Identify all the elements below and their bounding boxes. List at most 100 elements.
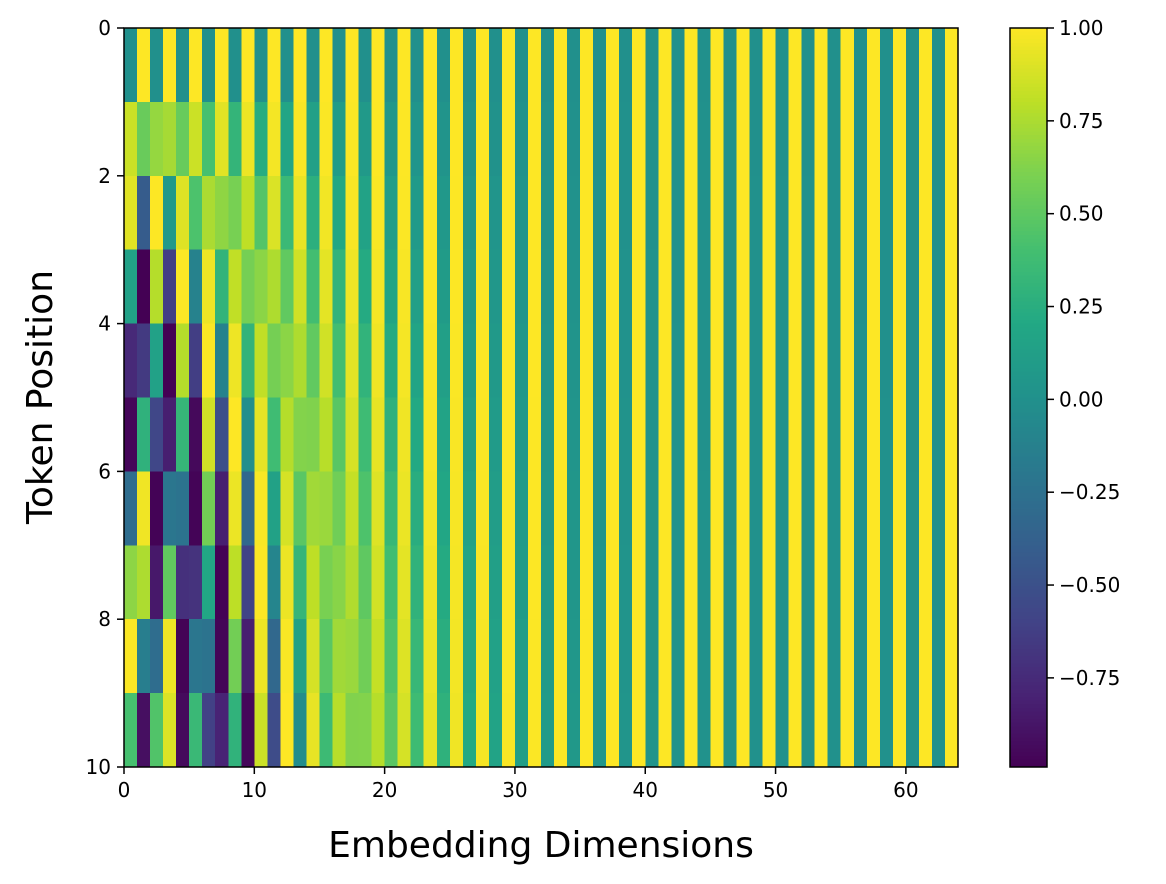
heatmap-cell bbox=[488, 101, 503, 177]
heatmap-cell bbox=[762, 101, 777, 177]
heatmap-cell bbox=[202, 693, 216, 768]
heatmap-cell bbox=[788, 471, 803, 546]
heatmap-cell bbox=[814, 101, 829, 177]
heatmap-cell bbox=[827, 693, 842, 768]
colorbar-segment bbox=[1010, 670, 1047, 676]
colorbar-segment bbox=[1010, 90, 1047, 96]
heatmap-cell bbox=[254, 323, 268, 399]
heatmap-cell bbox=[723, 693, 738, 768]
colorbar-segment bbox=[1010, 637, 1047, 642]
heatmap-cell bbox=[658, 249, 672, 325]
heatmap-cell bbox=[801, 693, 816, 768]
heatmap-cell bbox=[514, 619, 529, 694]
heatmap-cell bbox=[827, 175, 842, 251]
heatmap-cell bbox=[384, 28, 399, 103]
heatmap-cell bbox=[436, 619, 451, 694]
heatmap-cell bbox=[124, 249, 138, 325]
heatmap-cell bbox=[124, 693, 138, 768]
colorbar-tick-label: 0.50 bbox=[1059, 202, 1104, 226]
heatmap-cell bbox=[671, 323, 685, 399]
heatmap-cell bbox=[241, 175, 255, 251]
heatmap-cell bbox=[736, 323, 751, 399]
heatmap-cell bbox=[619, 545, 633, 620]
colorbar-segment bbox=[1010, 704, 1047, 709]
x-axis-label: Embedding Dimensions bbox=[328, 825, 754, 866]
heatmap-cell bbox=[267, 101, 281, 177]
heatmap-cell bbox=[554, 397, 568, 472]
heatmap-cell bbox=[462, 101, 477, 177]
heatmap-cell bbox=[645, 175, 659, 251]
heatmap-cell bbox=[801, 397, 816, 472]
heatmap-cell bbox=[384, 619, 399, 694]
heatmap-cell bbox=[606, 545, 620, 620]
colorbar-segment bbox=[1010, 667, 1047, 672]
colorbar-segment bbox=[1010, 124, 1047, 129]
heatmap-cell bbox=[827, 545, 842, 620]
colorbar-segment bbox=[1010, 161, 1047, 166]
heatmap-cell bbox=[436, 28, 451, 103]
colorbar-segment bbox=[1010, 149, 1047, 155]
heatmap-cell bbox=[879, 175, 894, 251]
colorbar-segment bbox=[1010, 168, 1047, 173]
heatmap-cell bbox=[697, 28, 712, 103]
colorbar-segment bbox=[1010, 61, 1047, 66]
heatmap-cell bbox=[788, 693, 803, 768]
heatmap-cell bbox=[436, 101, 451, 177]
heatmap-cell bbox=[723, 397, 738, 472]
colorbar-segment bbox=[1010, 633, 1047, 639]
colorbar-segment bbox=[1010, 445, 1047, 450]
heatmap-cell bbox=[541, 175, 555, 251]
colorbar-segment bbox=[1010, 604, 1047, 609]
heatmap-cell bbox=[892, 101, 907, 177]
heatmap-cell bbox=[410, 249, 425, 325]
heatmap-cell bbox=[567, 28, 581, 103]
colorbar-segment bbox=[1010, 589, 1047, 594]
heatmap-cell bbox=[658, 101, 672, 177]
heatmap-cell bbox=[293, 545, 308, 620]
heatmap-cell bbox=[176, 249, 190, 325]
heatmap-cell bbox=[658, 397, 672, 472]
colorbar-segment bbox=[1010, 567, 1047, 572]
colorbar-segment bbox=[1010, 319, 1047, 325]
heatmap-cell bbox=[814, 249, 829, 325]
heatmap-cell bbox=[306, 28, 321, 103]
colorbar-frame bbox=[1009, 27, 1048, 768]
heatmap-cell bbox=[905, 249, 920, 325]
heatmap-cell bbox=[527, 175, 542, 251]
colorbar-segment bbox=[1010, 39, 1047, 44]
heatmap-cell bbox=[671, 545, 685, 620]
heatmap-cell bbox=[697, 619, 712, 694]
heatmap-cell bbox=[684, 693, 698, 768]
heatmap-cell bbox=[124, 28, 138, 103]
colorbar-segment bbox=[1010, 268, 1047, 273]
heatmap-cell bbox=[267, 619, 281, 694]
heatmap-cell bbox=[567, 619, 581, 694]
colorbar-segment bbox=[1010, 630, 1047, 635]
heatmap-cell bbox=[332, 619, 347, 694]
heatmap-cell bbox=[319, 28, 334, 103]
heatmap-cell bbox=[319, 397, 334, 472]
heatmap-cell bbox=[176, 693, 190, 768]
x-tick-label: 60 bbox=[893, 778, 918, 802]
heatmap-cell bbox=[462, 28, 477, 103]
heatmap-cell bbox=[684, 28, 698, 103]
heatmap-cell bbox=[345, 471, 360, 546]
heatmap-cell bbox=[423, 619, 438, 694]
heatmap-cell bbox=[254, 101, 268, 177]
heatmap-cell bbox=[918, 175, 933, 251]
heatmap-cell bbox=[319, 249, 334, 325]
colorbar-segment bbox=[1010, 275, 1047, 280]
colorbar-segment bbox=[1010, 175, 1047, 181]
heatmap-cell bbox=[736, 397, 751, 472]
colorbar-segment bbox=[1010, 512, 1047, 517]
colorbar-tick-label: 0.75 bbox=[1059, 109, 1104, 133]
heatmap-cell bbox=[736, 101, 751, 177]
colorbar-tick-label: −0.25 bbox=[1059, 480, 1120, 504]
heatmap-cell bbox=[554, 471, 568, 546]
heatmap-cell bbox=[879, 28, 894, 103]
heatmap-cell bbox=[775, 101, 790, 177]
heatmap-cell bbox=[527, 397, 542, 472]
heatmap-cell bbox=[918, 28, 933, 103]
heatmap-cell bbox=[306, 175, 321, 251]
heatmap-cell bbox=[254, 693, 268, 768]
